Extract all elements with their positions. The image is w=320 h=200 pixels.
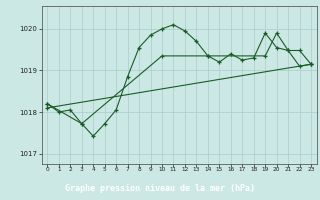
Text: Graphe pression niveau de la mer (hPa): Graphe pression niveau de la mer (hPa): [65, 184, 255, 193]
